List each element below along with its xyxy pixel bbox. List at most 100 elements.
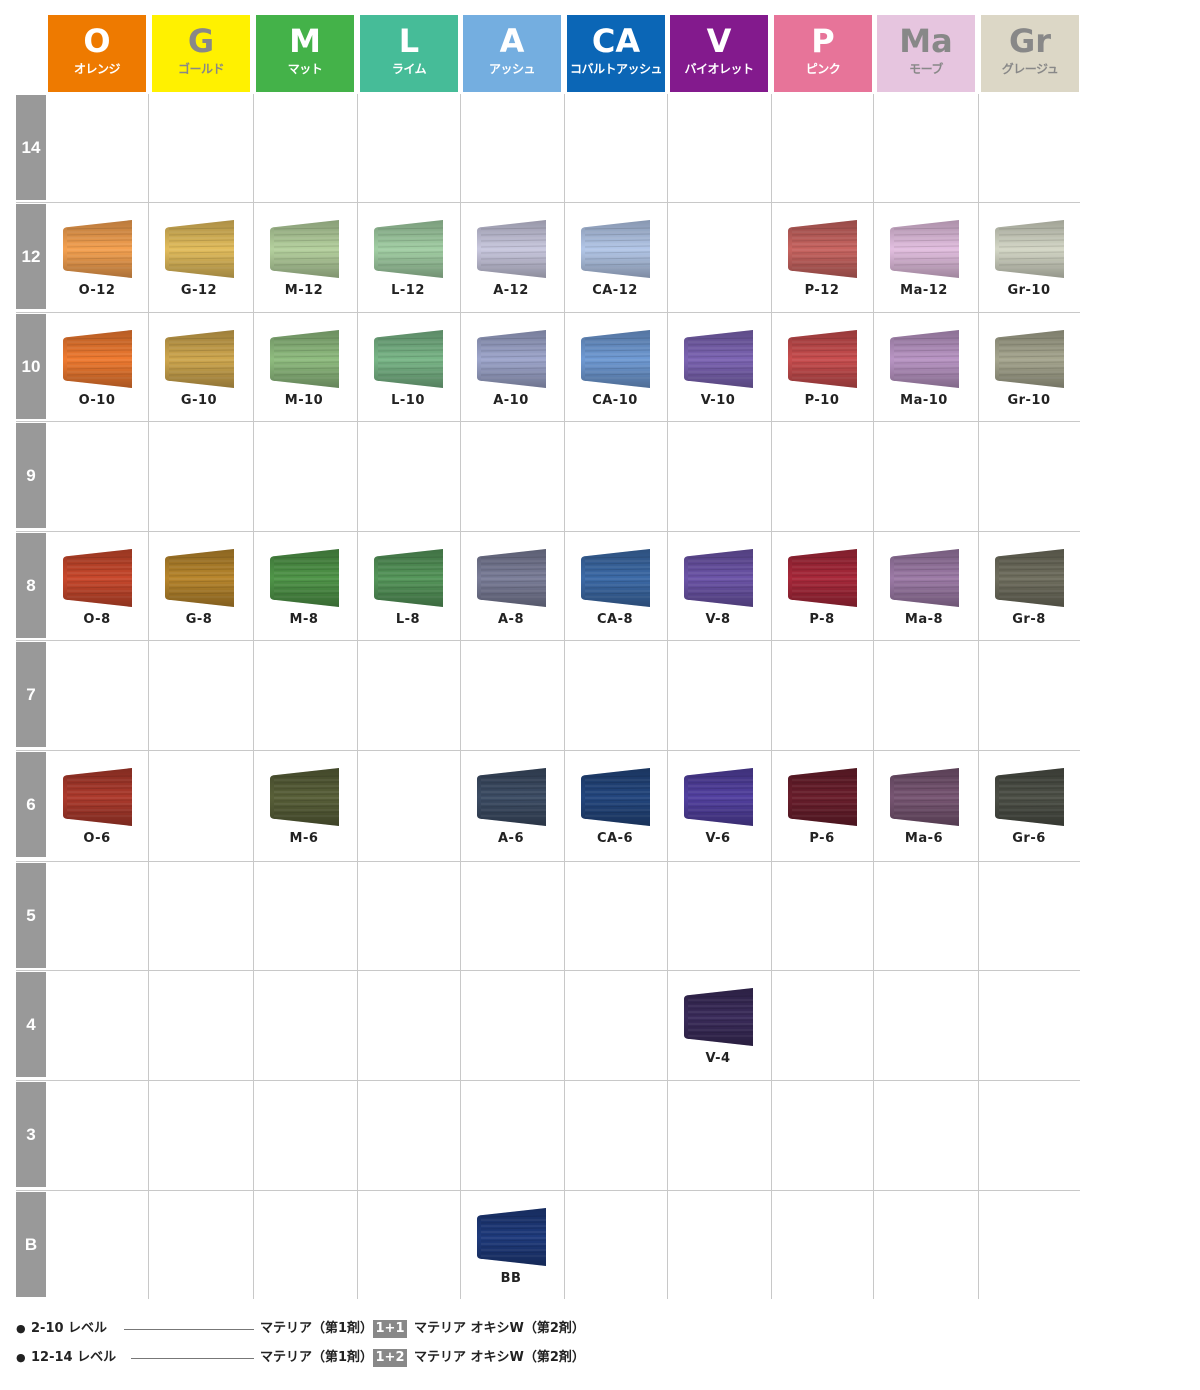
swatch-cell: O-10 — [46, 313, 150, 420]
swatch-label: O-10 — [78, 393, 116, 408]
swatch-cell: Ma-8 — [873, 532, 977, 639]
level-label: 14 — [16, 95, 46, 200]
legend-second-agent: マテリア オキシW（第2剤） — [414, 1350, 585, 1365]
legend-second-agent: マテリア オキシW（第2剤） — [414, 1321, 585, 1336]
swatch-cell: L-12 — [357, 203, 461, 310]
column-header-p: P ピンク — [774, 15, 872, 92]
grid-column-line — [357, 94, 358, 1299]
swatch-label: M-6 — [289, 831, 319, 846]
level-label: 9 — [16, 423, 46, 528]
swatch-cell: M-10 — [253, 313, 357, 420]
hair-swatch-sample — [995, 768, 1065, 826]
column-header-gr: Gr グレージュ — [981, 15, 1079, 92]
swatch-label: G-10 — [180, 393, 218, 408]
swatch-cell: O-8 — [46, 532, 150, 639]
level-label: 12 — [16, 204, 46, 309]
legend-level-text: 2-10 レベル — [31, 1321, 108, 1336]
column-code: Ma — [899, 22, 953, 60]
hair-swatch-sample — [374, 330, 444, 388]
level-row-9: 9 — [16, 421, 1080, 529]
grid-column-line — [873, 94, 874, 1299]
swatch-cell: L-10 — [357, 313, 461, 420]
swatch-cell: P-8 — [771, 532, 875, 639]
swatch-cell: M-6 — [253, 751, 357, 858]
swatch-label: Gr-8 — [1012, 612, 1046, 627]
column-header-l: L ライム — [360, 15, 458, 92]
swatch-cell: O-12 — [46, 203, 150, 310]
swatch-label: P-8 — [809, 612, 835, 627]
level-row-8: 8 O-8 G-8 M-8 L-8 A-8 CA-8 V-8 P-8 Ma-8 Gr-8 — [16, 531, 1080, 639]
swatch-label: V-4 — [705, 1051, 731, 1066]
hair-swatch-sample — [890, 330, 960, 388]
column-code: V — [706, 22, 732, 60]
swatch-cell: G-12 — [148, 203, 252, 310]
swatch-cell: A-10 — [460, 313, 564, 420]
swatch-label: O-6 — [83, 831, 111, 846]
swatch-label: Ma-10 — [900, 393, 948, 408]
level-label: 4 — [16, 972, 46, 1077]
level-label: 3 — [16, 1082, 46, 1187]
level-row-5: 5 — [16, 861, 1080, 969]
column-code: L — [398, 22, 420, 60]
legend-row-low-level: ● 2-10 レベル マテリア（第1剤） 1+1 マテリア オキシW（第2剤） — [16, 1318, 716, 1340]
bullet-icon: ● — [16, 1351, 26, 1364]
swatch-label: CA-12 — [592, 283, 638, 298]
swatch-cell: G-8 — [148, 532, 252, 639]
swatch-cell: A-6 — [460, 751, 564, 858]
column-header-m: M マット — [256, 15, 354, 92]
column-name: ゴールド — [177, 62, 225, 76]
hair-swatch-sample — [270, 768, 340, 826]
level-row-3: 3 — [16, 1080, 1080, 1188]
column-header-a: A アッシュ — [463, 15, 561, 92]
column-code: G — [187, 22, 215, 60]
level-label: 8 — [16, 533, 46, 638]
grid-column-line — [667, 94, 668, 1299]
hair-swatch-sample — [995, 220, 1065, 278]
grid-column-line — [148, 94, 149, 1299]
swatch-cell: Gr-8 — [978, 532, 1082, 639]
swatch-cell: Ma-6 — [873, 751, 977, 858]
swatch-cell: V-10 — [667, 313, 771, 420]
level-row-4: 4 V-4 — [16, 970, 1080, 1078]
hair-swatch-sample — [684, 330, 754, 388]
level-row-7: 7 — [16, 640, 1080, 748]
swatch-label: M-8 — [289, 612, 319, 627]
column-name: ピンク — [805, 62, 841, 76]
swatch-label: Ma-6 — [904, 831, 944, 846]
hair-swatch-sample — [165, 330, 235, 388]
grid-column-line — [978, 94, 979, 1299]
hair-swatch-sample — [788, 330, 858, 388]
hair-swatch-sample — [581, 549, 651, 607]
legend-row-high-level: ● 12-14 レベル マテリア（第1剤） 1+2 マテリア オキシW（第2剤） — [16, 1347, 716, 1369]
column-header-o: O オレンジ — [48, 15, 146, 92]
swatch-cell: Gr-10 — [978, 203, 1082, 310]
hair-swatch-sample — [581, 768, 651, 826]
swatch-label: V-10 — [700, 393, 736, 408]
column-code: A — [499, 22, 525, 60]
swatch-cell: Ma-12 — [873, 203, 977, 310]
level-label: 6 — [16, 752, 46, 857]
hair-swatch-sample — [684, 768, 754, 826]
bullet-icon: ● — [16, 1322, 26, 1335]
swatch-label: G-8 — [185, 612, 213, 627]
mixing-ratio-badge: 1+2 — [373, 1349, 407, 1367]
swatch-label: L-10 — [391, 393, 425, 408]
column-name: マット — [287, 62, 323, 76]
swatch-label: CA-8 — [596, 612, 634, 627]
hair-swatch-sample — [890, 549, 960, 607]
column-header-ca: CA コバルトアッシュ — [567, 15, 665, 92]
leader-line — [131, 1358, 254, 1359]
hair-swatch-sample — [890, 220, 960, 278]
swatch-cell: G-10 — [148, 313, 252, 420]
grid-column-line — [460, 94, 461, 1299]
hair-swatch-sample — [477, 330, 547, 388]
swatch-label: P-6 — [809, 831, 835, 846]
hair-swatch-sample — [63, 220, 133, 278]
swatch-cell: V-8 — [667, 532, 771, 639]
column-code: CA — [591, 22, 641, 60]
swatch-cell: A-8 — [460, 532, 564, 639]
column-code: O — [83, 22, 111, 60]
swatch-label: V-8 — [705, 612, 731, 627]
hair-swatch-sample — [270, 330, 340, 388]
swatch-cell: M-8 — [253, 532, 357, 639]
